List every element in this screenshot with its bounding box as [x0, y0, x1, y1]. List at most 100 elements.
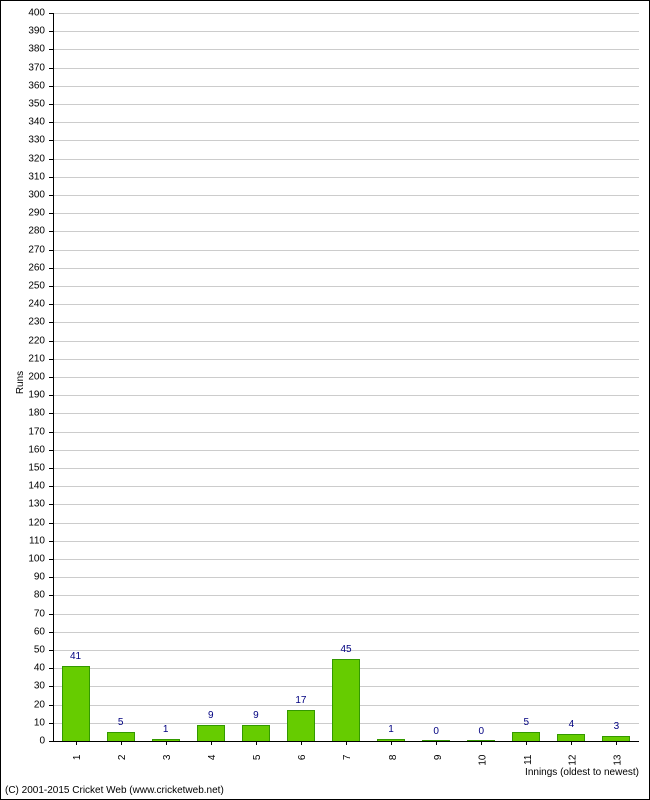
bar-value-label: 17 — [295, 695, 306, 706]
gridline — [53, 159, 639, 160]
bar — [287, 710, 315, 741]
gridline — [53, 450, 639, 451]
gridline — [53, 377, 639, 378]
xtick-label: 9 — [433, 755, 444, 761]
gridline — [53, 341, 639, 342]
xtick-label: 11 — [523, 755, 534, 765]
bar-value-label: 4 — [569, 719, 575, 730]
gridline — [53, 468, 639, 469]
ytick-label: 100 — [1, 554, 45, 565]
chart-frame: 4151991745100543 Runs Innings (oldest to… — [0, 0, 650, 800]
gridline — [53, 86, 639, 87]
xtick-mark — [346, 741, 347, 745]
gridline — [53, 486, 639, 487]
bar — [197, 725, 225, 741]
ytick-label: 230 — [1, 317, 45, 328]
gridline — [53, 68, 639, 69]
ytick-label: 170 — [1, 426, 45, 437]
xtick-label: 13 — [613, 755, 624, 766]
ytick-label: 200 — [1, 372, 45, 383]
gridline — [53, 432, 639, 433]
ytick-label: 0 — [1, 736, 45, 747]
xtick-label: 12 — [568, 755, 579, 766]
xtick-mark — [616, 741, 617, 745]
bar — [332, 659, 360, 741]
gridline — [53, 541, 639, 542]
ytick-label: 20 — [1, 699, 45, 710]
gridline — [53, 49, 639, 50]
xtick-mark — [571, 741, 572, 745]
ytick-label: 190 — [1, 390, 45, 401]
ytick-label: 330 — [1, 135, 45, 146]
bar-value-label: 41 — [70, 651, 81, 662]
ytick-label: 370 — [1, 62, 45, 73]
ytick-label: 70 — [1, 608, 45, 619]
copyright-text: (C) 2001-2015 Cricket Web (www.cricketwe… — [5, 785, 224, 796]
ytick-label: 290 — [1, 208, 45, 219]
gridline — [53, 632, 639, 633]
gridline — [53, 559, 639, 560]
ytick-label: 120 — [1, 517, 45, 528]
xtick-label: 6 — [297, 755, 308, 761]
ytick-label: 400 — [1, 8, 45, 19]
xtick-mark — [481, 741, 482, 745]
gridline — [53, 122, 639, 123]
ytick-label: 250 — [1, 281, 45, 292]
ytick-label: 30 — [1, 681, 45, 692]
ytick-label: 270 — [1, 244, 45, 255]
bar-value-label: 0 — [478, 726, 484, 737]
bar — [62, 666, 90, 741]
bar-value-label: 5 — [118, 717, 124, 728]
bar-value-label: 1 — [388, 724, 394, 735]
ytick-label: 140 — [1, 481, 45, 492]
gridline — [53, 177, 639, 178]
gridline — [53, 231, 639, 232]
xtick-label: 2 — [117, 755, 128, 761]
ytick-label: 260 — [1, 262, 45, 273]
bar-value-label: 3 — [614, 721, 620, 732]
ytick-label: 10 — [1, 717, 45, 728]
ytick-label: 40 — [1, 663, 45, 674]
gridline — [53, 322, 639, 323]
gridline — [53, 140, 639, 141]
xtick-label: 3 — [162, 755, 173, 761]
bar — [107, 732, 135, 741]
ytick-label: 300 — [1, 190, 45, 201]
gridline — [53, 195, 639, 196]
ytick-label: 60 — [1, 626, 45, 637]
ytick-label: 160 — [1, 444, 45, 455]
bar-value-label: 0 — [433, 726, 439, 737]
xtick-label: 4 — [207, 755, 218, 761]
ytick-label: 240 — [1, 299, 45, 310]
bar — [242, 725, 270, 741]
xtick-mark — [256, 741, 257, 745]
gridline — [53, 504, 639, 505]
ytick-label: 90 — [1, 572, 45, 583]
ytick-label: 310 — [1, 171, 45, 182]
bar-value-label: 9 — [208, 710, 214, 721]
ytick-label: 150 — [1, 463, 45, 474]
gridline — [53, 614, 639, 615]
gridline — [53, 577, 639, 578]
xtick-mark — [301, 741, 302, 745]
ytick-label: 280 — [1, 226, 45, 237]
ytick-label: 130 — [1, 499, 45, 510]
xtick-mark — [436, 741, 437, 745]
bar-value-label: 9 — [253, 710, 259, 721]
ytick-label: 220 — [1, 335, 45, 346]
ytick-label: 340 — [1, 117, 45, 128]
xtick-label: 10 — [478, 755, 489, 766]
x-axis-title: Innings (oldest to newest) — [525, 767, 639, 778]
xtick-mark — [76, 741, 77, 745]
xtick-mark — [121, 741, 122, 745]
ytick-label: 180 — [1, 408, 45, 419]
xtick-mark — [391, 741, 392, 745]
gridline — [53, 595, 639, 596]
ytick-label: 50 — [1, 645, 45, 656]
xtick-label: 8 — [388, 755, 399, 761]
ytick-label: 350 — [1, 99, 45, 110]
xtick-label: 5 — [252, 755, 263, 761]
ytick-label: 80 — [1, 590, 45, 601]
gridline — [53, 304, 639, 305]
bar — [557, 734, 585, 741]
